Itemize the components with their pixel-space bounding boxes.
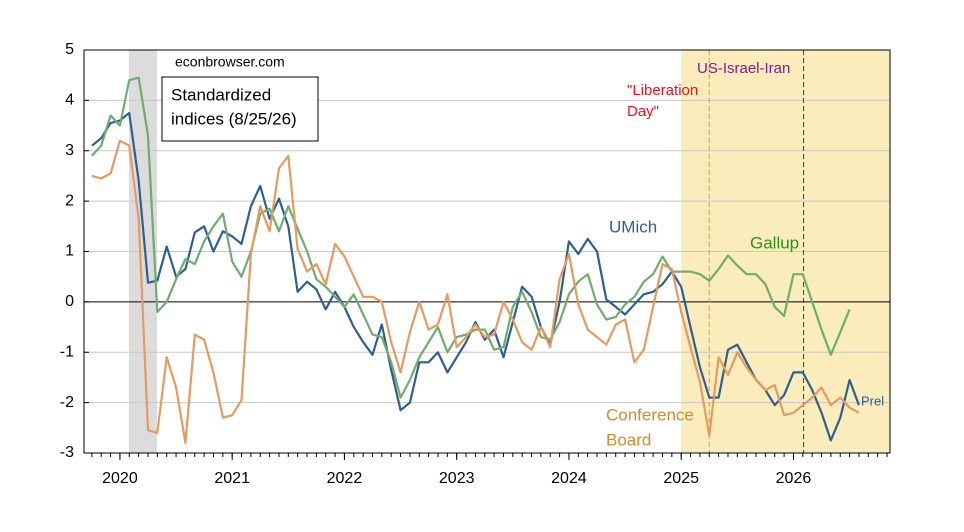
plot-frame	[83, 49, 891, 454]
series-label: Gallup	[750, 233, 799, 252]
annotation: Day"	[627, 103, 659, 120]
note-box	[161, 76, 319, 142]
y-tick-label: 4	[65, 92, 74, 109]
y-tick-label: 0	[65, 293, 74, 310]
annotation: US-Israel-Iran	[697, 60, 790, 77]
series-line	[91, 111, 860, 442]
y-tick-label: -1	[60, 343, 74, 360]
y-tick-label: 1	[65, 243, 74, 260]
series-line	[91, 139, 860, 444]
series-label: Board	[606, 430, 651, 449]
x-tick-label: 2023	[439, 470, 475, 487]
prelim-label: Prel	[861, 393, 884, 408]
x-tick-label: 2022	[327, 470, 363, 487]
y-tick-label: 2	[65, 192, 74, 209]
annotation: "Liberation	[627, 82, 698, 99]
y-tick-label: -3	[60, 444, 74, 461]
site-label: econbrowser.com	[175, 54, 285, 70]
x-tick-label: 2024	[551, 470, 587, 487]
x-tick-label: 2026	[776, 470, 812, 487]
series-label: Conference	[606, 405, 694, 424]
x-tick-label: 2025	[663, 470, 699, 487]
series-label: UMich	[609, 217, 657, 236]
note-text: indices (8/25/26)	[171, 109, 297, 128]
y-tick-label: 5	[65, 41, 74, 58]
note-text: Standardized	[171, 85, 271, 104]
y-tick-label: 3	[65, 142, 74, 159]
x-tick-label: 2021	[214, 470, 250, 487]
x-tick-label: 2020	[102, 470, 138, 487]
y-tick-label: -2	[60, 394, 74, 411]
